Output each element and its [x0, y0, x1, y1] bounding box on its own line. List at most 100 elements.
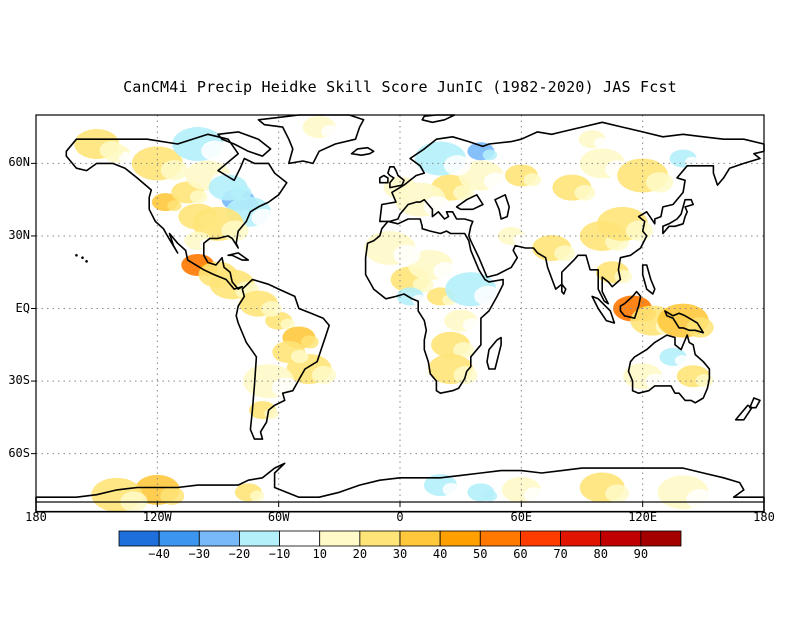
coast-new-guinea	[664, 310, 705, 334]
skill-patch	[250, 490, 265, 502]
skill-patch	[462, 318, 481, 332]
colorbar-label: 70	[553, 547, 568, 561]
skill-patch	[684, 156, 700, 168]
skill-patch	[433, 261, 458, 280]
skill-patch	[99, 141, 124, 160]
colorbar-label: 20	[352, 547, 368, 561]
skill-patch	[412, 276, 434, 293]
skill-patch	[251, 208, 276, 227]
colorbar-swatch	[479, 530, 521, 547]
skill-patch	[230, 184, 252, 201]
coast-black-sea	[455, 194, 484, 211]
colorbar-swatch	[399, 530, 441, 547]
colorbar-swatch	[279, 530, 321, 547]
colorbar-label: −10	[268, 547, 291, 561]
colorbar-swatch	[158, 530, 200, 547]
skill-patch	[646, 172, 674, 193]
coast-cuba	[227, 252, 250, 261]
skill-patch	[321, 124, 339, 139]
lat-tick-label: 60S	[8, 445, 30, 460]
lat-tick-label: 30N	[8, 227, 30, 242]
skill-patch	[593, 137, 609, 149]
skill-patch	[523, 487, 545, 503]
skill-patch	[160, 486, 185, 505]
skill-patch	[453, 342, 474, 358]
skill-patch	[483, 172, 508, 191]
lon-tick-label: 120W	[142, 510, 172, 524]
skill-patch	[189, 190, 208, 204]
coast-island	[81, 256, 84, 260]
coast-eurasia	[379, 121, 765, 305]
chart-title: CanCM4i Precip Heidke Skill Score JunIC …	[123, 78, 677, 96]
skill-patch	[513, 234, 528, 245]
lat-tick-label: 60N	[8, 155, 30, 170]
colorbar-label: 60	[513, 547, 528, 561]
coast-sumatra	[591, 295, 616, 324]
skill-patch	[301, 335, 319, 349]
lon-tick-label: 180	[753, 510, 775, 524]
coast-ireland	[379, 174, 389, 184]
coast-antarctica	[35, 462, 765, 513]
skill-patch	[482, 490, 498, 502]
skill-patch	[264, 408, 279, 420]
skill-patch	[453, 184, 474, 201]
skill-patch	[625, 220, 654, 241]
colorbar-swatch	[640, 530, 682, 547]
coast-north-america	[65, 133, 288, 290]
lon-tick-label: 60W	[267, 510, 290, 524]
colorbar-label: 40	[432, 547, 448, 561]
coast-africa	[364, 218, 504, 394]
colorbar-swatch	[600, 530, 642, 547]
skill-patch	[423, 196, 451, 217]
colorbar-swatch	[198, 530, 240, 547]
colorbar-label: 90	[633, 547, 649, 561]
coast-madagascar	[486, 336, 502, 370]
colorbar-label: −30	[188, 547, 211, 561]
skill-patch	[160, 159, 188, 181]
skill-patch	[271, 377, 300, 399]
coast-australia	[627, 334, 711, 404]
coast-island	[85, 260, 88, 263]
skill-patch	[118, 151, 134, 163]
lon-tick-label: 120E	[628, 510, 658, 524]
skill-patch	[443, 155, 472, 176]
colorbar-label: 10	[312, 547, 327, 561]
coast-new-zealand	[749, 397, 761, 409]
skill-patch	[290, 349, 309, 364]
colorbar-swatch	[439, 530, 481, 547]
skill-patch	[523, 173, 542, 187]
skill-patch	[705, 136, 724, 151]
skill-patch	[482, 149, 498, 161]
skill-patch	[261, 301, 282, 317]
skill-patch	[442, 482, 461, 497]
colorbar-label: 50	[473, 547, 488, 561]
skill-patch	[695, 374, 714, 388]
lon-tick-label: 180	[25, 510, 47, 524]
coast-sri-lanka	[561, 283, 567, 295]
colorbar-swatch	[520, 530, 561, 547]
skill-patch	[645, 373, 667, 390]
skill-patch	[674, 355, 690, 366]
skill-patch	[411, 294, 427, 306]
colorbar-swatch	[560, 530, 602, 547]
coast-caspian-sea	[494, 194, 510, 220]
skill-patch	[167, 200, 182, 212]
colorbar-label: −40	[148, 547, 170, 561]
colorbar-label: −20	[228, 547, 251, 561]
coast-japan	[662, 198, 694, 235]
skill-patch	[554, 245, 576, 262]
skill-patch	[393, 244, 421, 266]
lon-tick-label: 60E	[510, 510, 533, 524]
skill-patch	[614, 270, 633, 284]
skill-patch	[574, 184, 596, 201]
coast-baffin-island	[217, 131, 272, 157]
skill-patch	[605, 484, 630, 503]
colorbar-swatch	[359, 530, 401, 547]
coast-borneo	[619, 290, 642, 319]
coast-iceland	[350, 146, 375, 156]
coast-philippines	[641, 264, 656, 295]
skill-patch	[312, 365, 336, 384]
coast-great-britain	[387, 166, 405, 189]
colorbar-swatch	[239, 530, 280, 547]
